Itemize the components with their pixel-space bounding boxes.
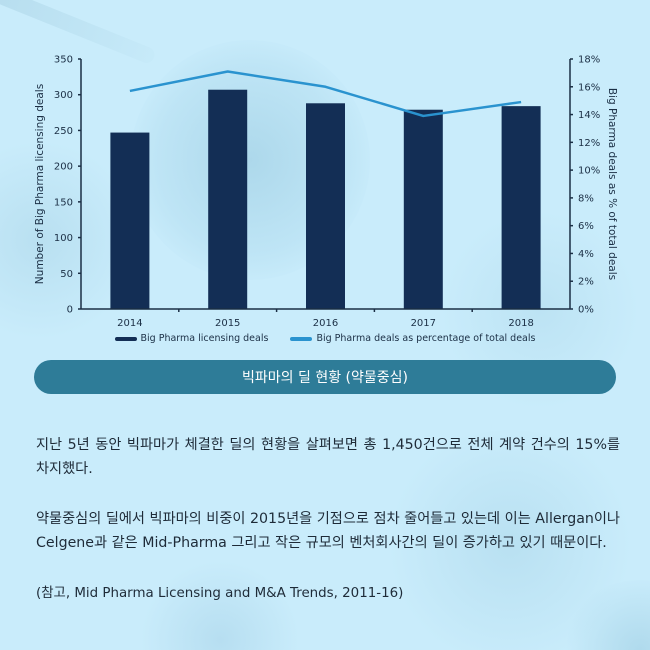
line-series — [129, 70, 522, 118]
combo-chart: 0 50 100 150 200 250 300 350 0% 2% 4% 6% 8% 10% 12% 14… — [34, 55, 618, 330]
chart-caption-banner: 빅파마의 딜 현황 (약물중심) — [34, 360, 616, 394]
legend-label-line: Big Pharma deals as percentage of total … — [316, 333, 536, 344]
left-tick-label: 0 — [67, 305, 73, 316]
bar-2016 — [306, 103, 345, 310]
x-tick-label: 2014 — [117, 318, 142, 329]
legend-item-line: Big Pharma deals as percentage of total … — [290, 333, 535, 344]
legend-label-bars: Big Pharma licensing deals — [140, 333, 269, 344]
right-tick-label: 10% — [578, 166, 600, 177]
bar-2018 — [501, 106, 541, 310]
left-tick-label: 150 — [54, 197, 73, 208]
source-citation: (참고, Mid Pharma Licensing and M&A Trends… — [36, 586, 404, 601]
left-tick-label: 350 — [54, 55, 73, 66]
right-tick-label: 4% — [578, 249, 594, 260]
left-tick-label: 200 — [54, 162, 73, 173]
left-tick-label: 50 — [60, 269, 73, 280]
legend-item-bars: Big Pharma licensing deals — [114, 333, 269, 344]
left-tick-label: 100 — [54, 233, 73, 244]
summary-paragraph: 지난 5년 동안 빅파마가 체결한 딜의 현황을 살펴보면 총 1,450건으로… — [36, 437, 620, 477]
analysis-paragraph: 약물중심의 딜에서 빅파마의 비중이 2015년을 기점으로 점차 줄어들고 있… — [36, 511, 620, 551]
right-tick-label: 6% — [578, 221, 594, 232]
x-tick-label: 2016 — [313, 318, 338, 329]
right-axis-title: Big Pharma deals as % of total deals — [606, 88, 618, 280]
bar-series — [110, 89, 541, 310]
x-tick-label: 2017 — [411, 318, 436, 329]
right-tick-label: 18% — [578, 55, 600, 66]
x-tick-label: 2015 — [215, 318, 240, 329]
right-tick-label: 12% — [578, 138, 600, 149]
right-y-axis: 0% 2% 4% 6% 8% 10% 12% 14% 16% 18% — [569, 55, 600, 316]
right-tick-label: 0% — [578, 305, 594, 316]
left-tick-label: 250 — [54, 126, 73, 137]
chart-caption-text: 빅파마의 딜 현황 (약물중심) — [242, 370, 408, 386]
percentage-line — [129, 70, 522, 118]
bar-swatch-icon — [114, 336, 137, 341]
bar-2017 — [403, 109, 443, 309]
right-tick-label: 14% — [578, 110, 600, 121]
left-axis-title: Number of Big Pharma licensing deals — [34, 84, 46, 284]
x-axis: 2014 2015 2016 2017 2018 — [81, 308, 570, 329]
right-tick-label: 8% — [578, 193, 594, 204]
bar-2014 — [110, 132, 150, 309]
left-tick-label: 300 — [54, 90, 73, 101]
right-tick-label: 16% — [578, 82, 600, 93]
bar-2015 — [208, 89, 248, 309]
line-swatch-icon — [290, 336, 313, 341]
right-tick-label: 2% — [578, 277, 594, 288]
chart-legend: Big Pharma licensing deals Big Pharma de… — [0, 333, 650, 344]
x-tick-label: 2018 — [508, 318, 533, 329]
left-y-axis: 0 50 100 150 200 250 300 350 — [54, 55, 82, 316]
molecule-sphere-decoration — [140, 560, 300, 650]
